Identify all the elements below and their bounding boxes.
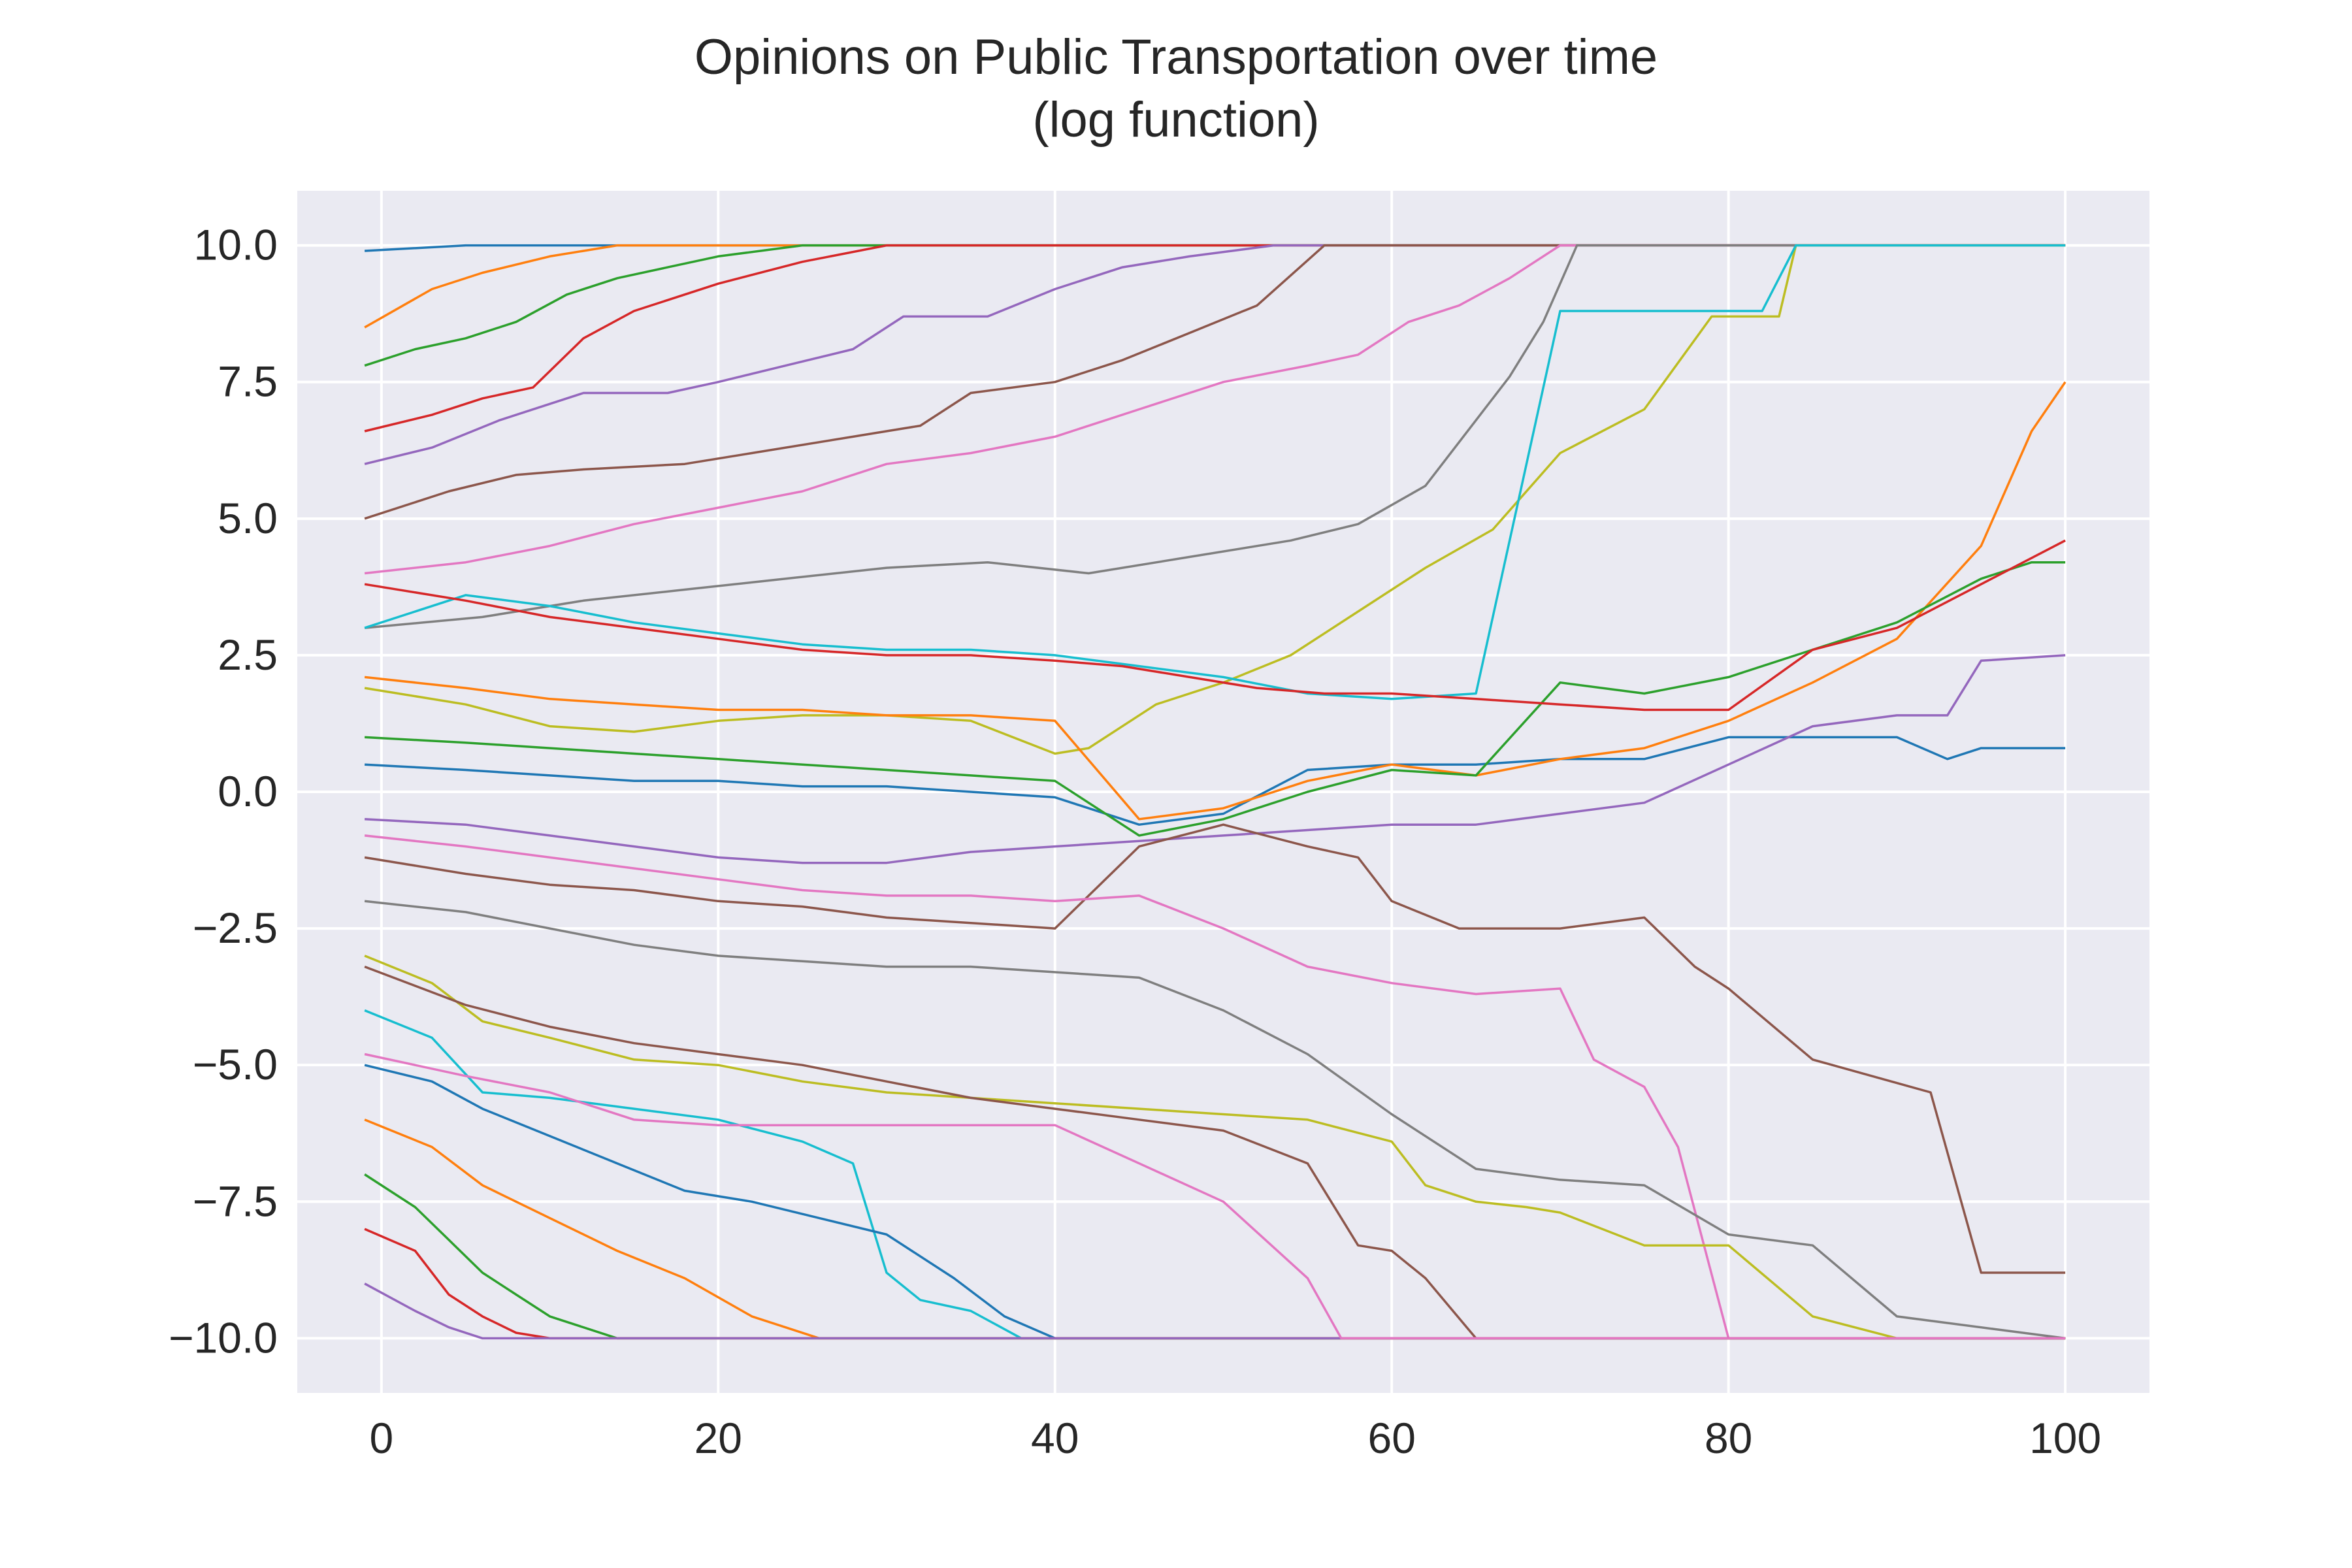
series-line-17 [364,834,2066,1340]
series-line-6 [364,244,2066,520]
x-tick-label: 20 [694,1414,742,1462]
y-tick-label: 2.5 [218,630,278,679]
y-tick-label: −10.0 [169,1313,278,1362]
series-layer [364,244,2066,1340]
x-tick-labels: 0 20 40 60 80 100 [370,1414,2102,1462]
chart-title-line-1: Opinions on Public Transportation over t… [694,29,1658,85]
series-line-10 [364,244,2066,700]
series-line-16 [364,823,2066,1274]
series-line-4 [364,244,2066,433]
series-line-11 [365,736,2066,826]
y-tick-labels: 10.0 7.5 5.0 2.5 0.0 −2.5 −5.0 −7.5 −10.0 [169,221,278,1362]
y-tick-label: 0.0 [218,767,278,815]
x-tick-label: 0 [370,1414,394,1462]
series-line-21 [364,1064,2066,1340]
x-tick-label: 100 [2029,1414,2101,1462]
y-tick-label: 7.5 [218,357,278,406]
series-line-19 [364,955,2066,1340]
x-tick-label: 40 [1031,1414,1079,1462]
series-line-5 [364,244,2066,465]
series-line-7 [364,244,2066,575]
series-line-25 [364,1282,2066,1340]
x-tick-label: 80 [1705,1414,1752,1462]
y-tick-label: 5.0 [218,494,278,542]
y-tick-label: 10.0 [194,221,278,269]
series-line-3 [364,244,2066,367]
series-line-13 [365,561,2066,837]
y-tick-label: −7.5 [193,1177,278,1225]
chart-title: Opinions on Public Transportation over t… [0,26,2352,152]
chart-title-line-2: (log function) [1032,92,1320,148]
series-line-15 [365,654,2066,864]
series-line-12 [364,381,2066,821]
series-line-9 [364,244,2066,755]
series-line-18 [364,900,2066,1340]
y-tick-label: −2.5 [193,904,278,952]
x-tick-label: 60 [1368,1414,1416,1462]
series-line-14 [364,539,2066,711]
series-line-8 [364,244,2066,629]
y-tick-label: −5.0 [193,1040,278,1088]
series-line-26 [364,965,2066,1340]
series-line-20 [364,1009,2066,1340]
series-line-27 [364,1053,2066,1340]
